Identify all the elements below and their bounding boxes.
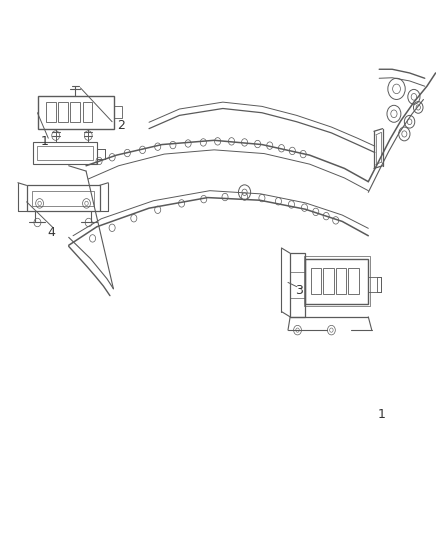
Text: 3: 3 xyxy=(295,284,303,297)
Bar xyxy=(348,268,359,294)
Bar xyxy=(114,107,122,118)
Bar xyxy=(305,259,368,304)
Bar xyxy=(38,96,114,128)
Bar xyxy=(336,268,346,294)
Text: 2: 2 xyxy=(117,119,125,133)
Text: 1: 1 xyxy=(378,408,385,422)
Bar xyxy=(33,142,97,164)
Text: 1: 1 xyxy=(41,135,49,148)
Bar xyxy=(58,102,68,122)
Bar xyxy=(368,277,377,292)
Bar xyxy=(290,253,305,317)
Bar xyxy=(37,146,93,160)
Bar xyxy=(46,102,55,122)
Bar xyxy=(304,256,370,306)
Bar xyxy=(27,185,100,211)
Bar xyxy=(32,191,94,206)
Bar xyxy=(83,102,92,122)
Text: 4: 4 xyxy=(47,225,55,239)
Bar xyxy=(311,268,321,294)
Bar xyxy=(70,102,80,122)
Bar xyxy=(323,268,333,294)
